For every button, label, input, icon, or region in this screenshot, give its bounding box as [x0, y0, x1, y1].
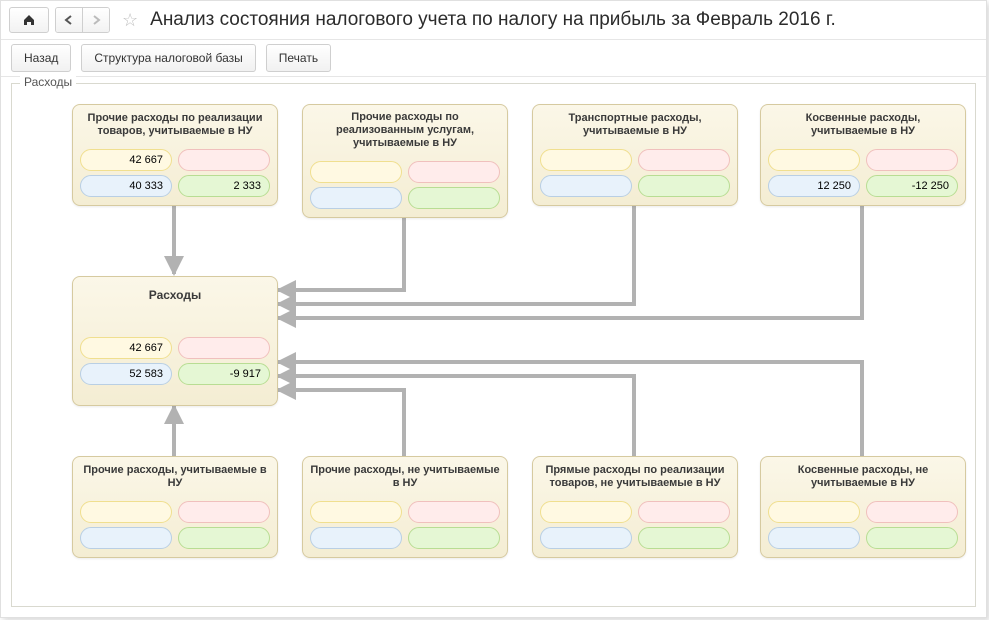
value-yellow	[310, 501, 402, 523]
value-blue: 12 250	[768, 175, 860, 197]
card-title: Косвенные расходы, не учитываемые в НУ	[761, 457, 965, 497]
card-title: Прочие расходы, учитываемые в НУ	[73, 457, 277, 497]
value-green	[638, 175, 730, 197]
value-green: 2 333	[178, 175, 270, 197]
home-button[interactable]	[9, 7, 49, 33]
value-pink	[178, 337, 270, 359]
value-pink	[178, 149, 270, 171]
value-pink	[408, 501, 500, 523]
value-green	[178, 527, 270, 549]
value-yellow	[540, 501, 632, 523]
structure-button[interactable]: Структура налоговой базы	[81, 44, 255, 72]
card-t2[interactable]: Прочие расходы по реализованным услугам,…	[302, 104, 508, 218]
card-title: Расходы	[143, 277, 207, 311]
value-blue	[540, 175, 632, 197]
value-yellow: 42 667	[80, 337, 172, 359]
value-yellow	[310, 161, 402, 183]
titlebar: ☆ Анализ состояния налогового учета по н…	[1, 1, 986, 40]
value-green: -12 250	[866, 175, 958, 197]
diagram-fieldset: Расходы Прочие расходы по реализации тов…	[11, 83, 976, 607]
card-values	[304, 157, 506, 217]
app-window: ☆ Анализ состояния налогового учета по н…	[0, 0, 987, 618]
value-yellow: 42 667	[80, 149, 172, 171]
value-blue	[540, 527, 632, 549]
value-pink	[638, 149, 730, 171]
fieldset-label: Расходы	[20, 75, 76, 89]
value-blue: 40 333	[80, 175, 172, 197]
card-main[interactable]: Расходы 42 667 52 583 -9 917	[72, 276, 278, 406]
card-t1[interactable]: Прочие расходы по реализации товаров, уч…	[72, 104, 278, 206]
value-blue	[768, 527, 860, 549]
card-title: Прочие расходы, не учитываемые в НУ	[303, 457, 507, 497]
card-b2[interactable]: Прочие расходы, не учитываемые в НУ	[302, 456, 508, 558]
value-pink	[866, 149, 958, 171]
value-green	[408, 187, 500, 209]
nav-back-button[interactable]	[56, 8, 82, 32]
card-values	[74, 497, 276, 557]
value-blue: 52 583	[80, 363, 172, 385]
card-title: Прочие расходы по реализованным услугам,…	[303, 105, 507, 157]
value-yellow	[768, 149, 860, 171]
value-blue	[310, 187, 402, 209]
action-bar: Назад Структура налоговой базы Печать	[1, 40, 986, 77]
card-title: Прочие расходы по реализации товаров, уч…	[73, 105, 277, 145]
card-b1[interactable]: Прочие расходы, учитываемые в НУ	[72, 456, 278, 558]
card-values: 12 250 -12 250	[762, 145, 964, 205]
back-button[interactable]: Назад	[11, 44, 71, 72]
card-values	[534, 497, 736, 557]
card-values: 42 667 52 583 -9 917	[74, 333, 276, 393]
value-pink	[408, 161, 500, 183]
nav-group	[55, 7, 110, 33]
card-b3[interactable]: Прямые расходы по реализации товаров, не…	[532, 456, 738, 558]
print-button[interactable]: Печать	[266, 44, 331, 72]
card-title: Прямые расходы по реализации товаров, не…	[533, 457, 737, 497]
nav-fwd-button[interactable]	[82, 8, 109, 32]
card-values	[304, 497, 506, 557]
value-green: -9 917	[178, 363, 270, 385]
value-green	[408, 527, 500, 549]
card-values	[534, 145, 736, 205]
value-blue	[80, 527, 172, 549]
value-pink	[178, 501, 270, 523]
home-icon	[22, 13, 36, 27]
arrow-left-icon	[63, 14, 75, 26]
card-values	[762, 497, 964, 557]
value-green	[866, 527, 958, 549]
value-pink	[866, 501, 958, 523]
card-b4[interactable]: Косвенные расходы, не учитываемые в НУ	[760, 456, 966, 558]
value-yellow	[768, 501, 860, 523]
arrow-right-icon	[90, 14, 102, 26]
card-title: Транспортные расходы, учитываемые в НУ	[533, 105, 737, 145]
value-yellow	[80, 501, 172, 523]
value-yellow	[540, 149, 632, 171]
card-values: 42 667 40 333 2 333	[74, 145, 276, 205]
card-t3[interactable]: Транспортные расходы, учитываемые в НУ	[532, 104, 738, 206]
value-blue	[310, 527, 402, 549]
value-pink	[638, 501, 730, 523]
value-green	[638, 527, 730, 549]
card-title: Косвенные расходы, учитываемые в НУ	[761, 105, 965, 145]
page-title: Анализ состояния налогового учета по нал…	[150, 9, 836, 31]
card-t4[interactable]: Косвенные расходы, учитываемые в НУ12 25…	[760, 104, 966, 206]
favorite-icon[interactable]: ☆	[116, 10, 144, 31]
